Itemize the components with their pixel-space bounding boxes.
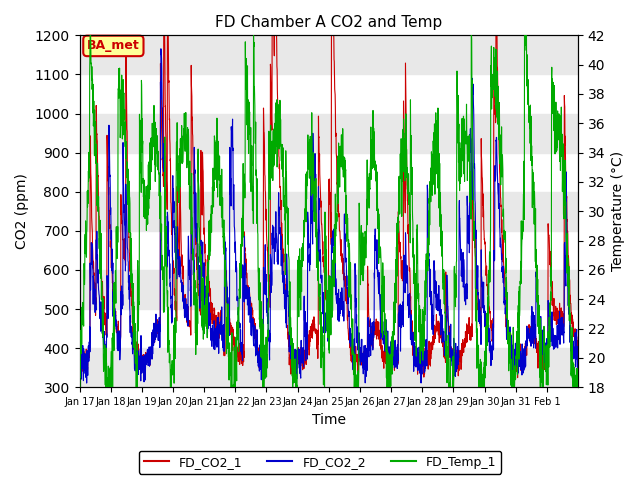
Text: BA_met: BA_met xyxy=(87,39,140,52)
Bar xyxy=(79,270,578,309)
X-axis label: Time: Time xyxy=(312,413,346,427)
Legend: FD_CO2_1, FD_CO2_2, FD_Temp_1: FD_CO2_1, FD_CO2_2, FD_Temp_1 xyxy=(139,451,501,474)
Y-axis label: Temperature (°C): Temperature (°C) xyxy=(611,151,625,271)
Bar xyxy=(79,348,578,387)
Bar xyxy=(79,114,578,153)
Bar xyxy=(79,192,578,231)
Title: FD Chamber A CO2 and Temp: FD Chamber A CO2 and Temp xyxy=(215,15,442,30)
Bar xyxy=(79,36,578,74)
Y-axis label: CO2 (ppm): CO2 (ppm) xyxy=(15,173,29,249)
